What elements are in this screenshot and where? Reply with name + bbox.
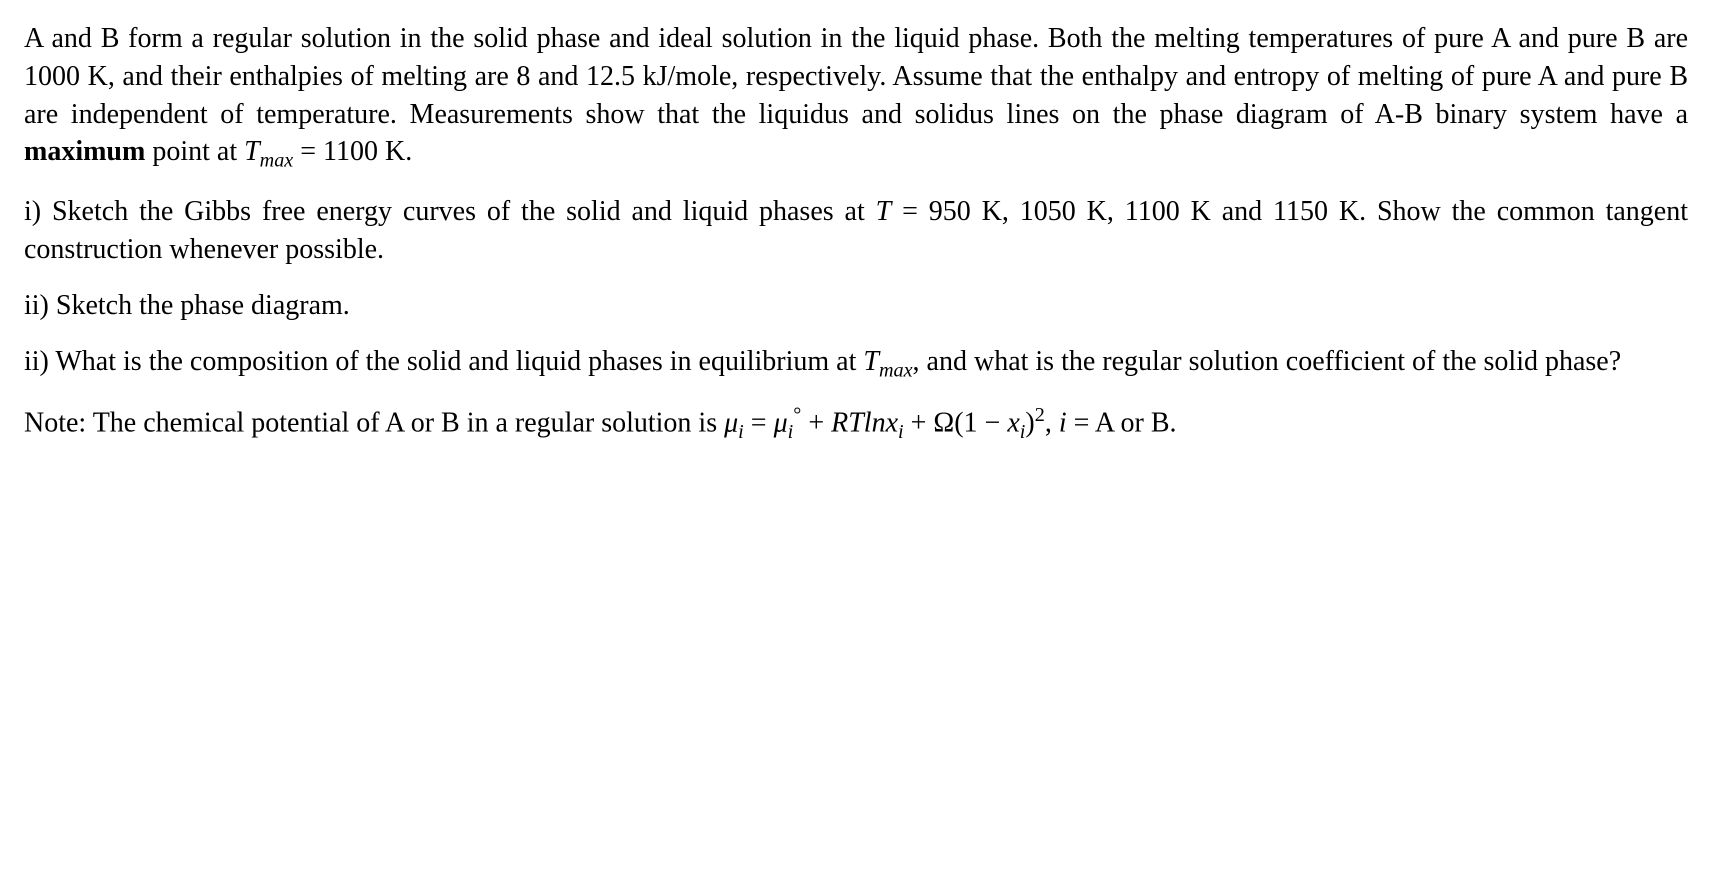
x-2: x	[1007, 408, 1019, 439]
eq: =	[744, 408, 774, 439]
intro-text-1: A and B form a regular solution in the s…	[24, 23, 1688, 130]
intro-text-2: point at	[145, 136, 244, 167]
rpar: )	[1025, 408, 1034, 439]
q3-var-t: T	[863, 346, 879, 377]
note-text-2: = A or B.	[1067, 408, 1177, 439]
intro-text-3: = 1100 K.	[293, 136, 412, 167]
note-text-1: Note: The chemical potential of A or B i…	[24, 408, 724, 439]
plus-1: +	[801, 408, 831, 439]
sup-2: 2	[1035, 404, 1045, 426]
paragraph-q1: i) Sketch the Gibbs free energy curves o…	[24, 193, 1688, 269]
i-var: i	[1059, 408, 1067, 439]
rt: RT	[831, 408, 864, 439]
q3-text-1: ii) What is the composition of the solid…	[24, 346, 863, 377]
paragraph-note: Note: The chemical potential of A or B i…	[24, 402, 1688, 446]
lpar: (1 −	[954, 408, 1007, 439]
plus-2: +	[904, 408, 934, 439]
mu-2: μ	[774, 408, 788, 439]
omega: Ω	[933, 408, 954, 439]
ln: ln	[864, 408, 886, 439]
q1-text-1: i) Sketch the Gibbs free energy curves o…	[24, 196, 876, 227]
q2-text: ii) Sketch the phase diagram.	[24, 290, 350, 321]
bold-maximum: maximum	[24, 136, 145, 167]
comma: ,	[1045, 408, 1059, 439]
paragraph-intro: A and B form a regular solution in the s…	[24, 20, 1688, 175]
q3-text-2: , and what is the regular solution coeff…	[913, 346, 1622, 377]
x-1: x	[886, 408, 898, 439]
mu-1: μ	[724, 408, 738, 439]
q3-sub-max: max	[879, 359, 913, 381]
paragraph-q3: ii) What is the composition of the solid…	[24, 343, 1688, 385]
paragraph-q2: ii) Sketch the phase diagram.	[24, 287, 1688, 325]
var-t: T	[244, 136, 260, 167]
sub-max: max	[260, 150, 294, 172]
q1-var-t: T	[876, 196, 892, 227]
